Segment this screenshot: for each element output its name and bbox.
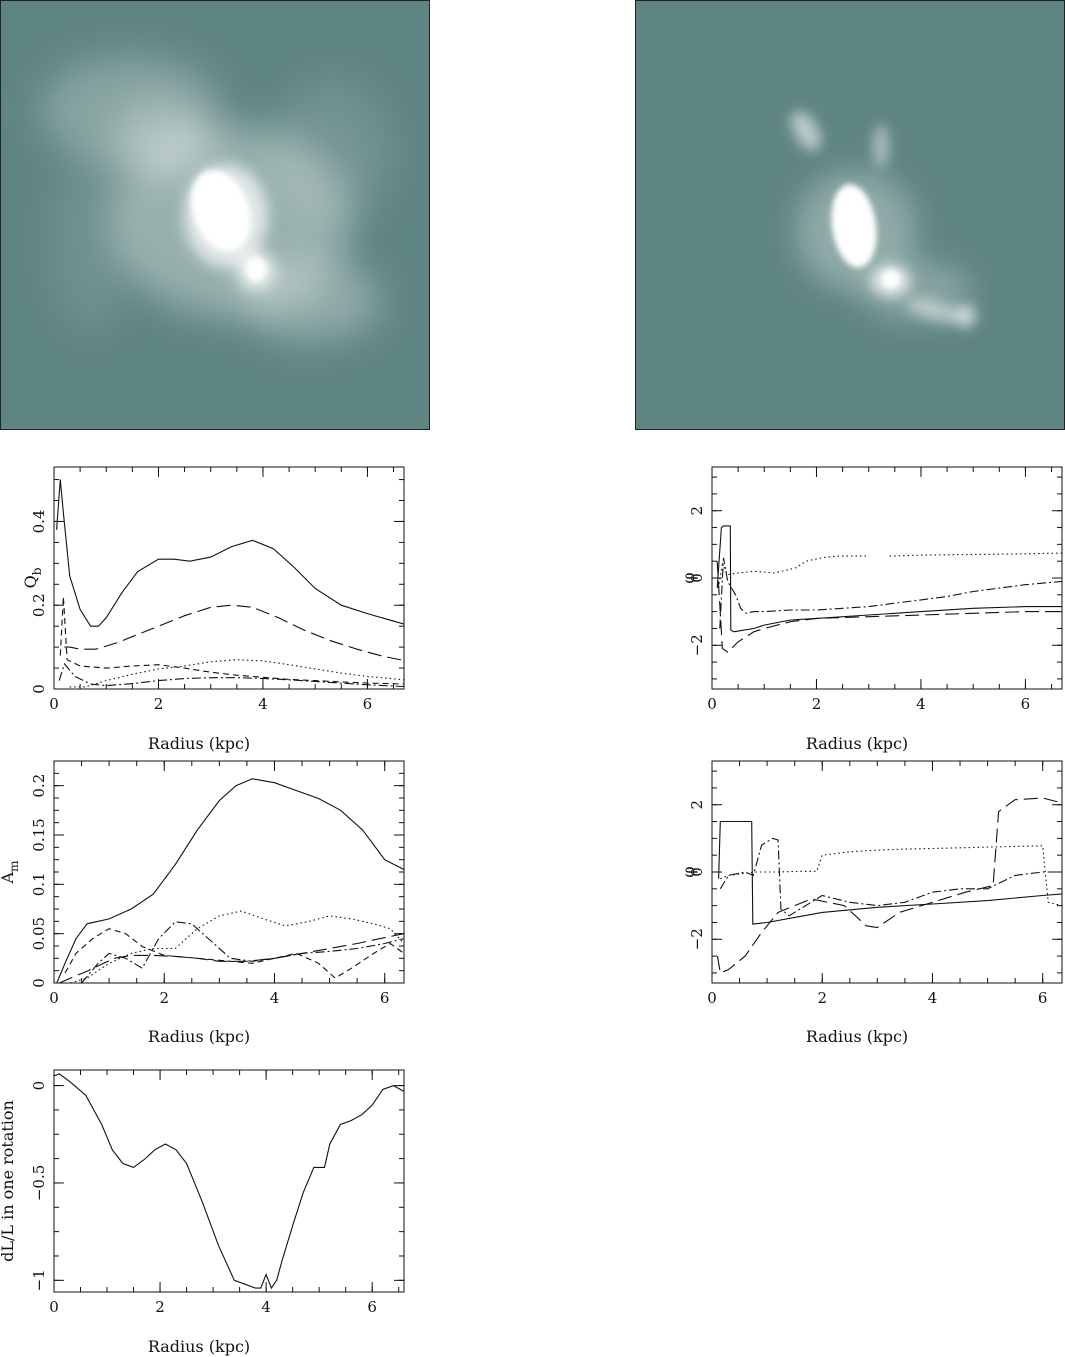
y-tick-label: 0.2 — [30, 593, 48, 617]
x-tick-label: 4 — [928, 989, 938, 1007]
series-dotted-2 — [69, 659, 404, 688]
series-long-dash-1 — [59, 933, 404, 983]
series-short-dash-3 — [59, 596, 404, 685]
x-axis-label: Radius (kpc) — [148, 1337, 250, 1356]
y-tick-label: 0.05 — [30, 917, 48, 950]
y-axis-label: Am — [0, 860, 21, 885]
x-tick-label: 6 — [380, 989, 390, 1007]
x-tick-label: 4 — [261, 1298, 271, 1316]
chart-qb: 0 2 4 6 0 0.2 0.4 Radius (kpc) Qb — [21, 466, 405, 753]
y-tick-label: 0 — [30, 684, 48, 694]
x-tick-label: 6 — [363, 695, 373, 713]
y-tick-label: 2 — [688, 800, 706, 810]
chart-phase-bottom: 0 2 4 6 −2 0 2 Radius (kpc) φ — [679, 760, 1063, 1046]
plot-frame — [711, 466, 1063, 690]
y-tick-label: 0 — [30, 1081, 48, 1091]
y-axis-label: dL/L in one rotation — [0, 1100, 17, 1262]
x-tick-label: 2 — [159, 989, 169, 1007]
x-tick-label: 0 — [49, 989, 59, 1007]
series-dotted-3 — [889, 552, 1062, 557]
x-axis-label: Radius (kpc) — [148, 734, 250, 753]
x-tick-label: 2 — [155, 1298, 165, 1316]
plot-frame — [53, 1069, 405, 1293]
x-tick-label: 4 — [270, 989, 280, 1007]
series-dotted-2 — [70, 910, 404, 983]
y-axis-label: Qb — [21, 567, 44, 588]
x-tick-label: 0 — [707, 989, 717, 1007]
series-long-dash-1 — [64, 604, 404, 662]
plot-frame — [53, 466, 405, 690]
galaxy-right-svg — [636, 1, 1064, 429]
x-tick-label: 6 — [1038, 989, 1048, 1007]
series-solid-0 — [718, 820, 1062, 925]
y-tick-label: 0 — [30, 978, 48, 988]
series-dash-dot-4 — [58, 662, 404, 688]
x-axis-label: Radius (kpc) — [806, 1027, 908, 1046]
series-dash-dot-3 — [719, 837, 1062, 917]
series-dash-dot-4 — [719, 557, 1062, 629]
galaxy-right-nucleus — [831, 184, 900, 288]
y-tick-label: −1 — [30, 1269, 48, 1291]
x-tick-label: 2 — [817, 989, 827, 1007]
y-tick-label: −0.5 — [30, 1165, 48, 1201]
galaxy-image-left — [0, 0, 430, 430]
series-dotted-2 — [717, 555, 869, 589]
galaxy-left-nucleus — [191, 170, 266, 281]
galaxy-left-svg — [1, 1, 429, 429]
galaxy-left-halo — [41, 56, 391, 341]
series-dash-dot-4 — [81, 921, 404, 983]
x-tick-label: 0 — [49, 1298, 59, 1316]
y-axis-label: φ — [679, 572, 698, 583]
x-tick-label: 0 — [707, 695, 717, 713]
plot-frame — [53, 760, 405, 984]
x-tick-label: 6 — [1021, 695, 1031, 713]
y-tick-label: 0.2 — [30, 774, 48, 798]
series-solid-0 — [56, 778, 404, 983]
x-axis-label: Radius (kpc) — [806, 734, 908, 753]
series-solid-0 — [54, 1073, 404, 1290]
y-tick-label: 2 — [688, 506, 706, 516]
series-short-dash-3 — [64, 928, 404, 979]
y-tick-label: 0.15 — [30, 818, 48, 851]
series-solid-0 — [716, 525, 1062, 633]
galaxy-image-right — [635, 0, 1065, 430]
x-tick-label: 4 — [916, 695, 926, 713]
series-long-dash-1 — [716, 797, 1062, 974]
y-tick-label: 0 — [688, 573, 706, 583]
x-axis-label: Radius (kpc) — [148, 1027, 250, 1046]
y-tick-label: −2 — [688, 928, 706, 950]
x-tick-label: 2 — [812, 695, 822, 713]
y-tick-label: 0 — [688, 867, 706, 877]
x-tick-label: 0 — [49, 695, 59, 713]
x-tick-label: 2 — [154, 695, 164, 713]
series-long-dash-1 — [716, 561, 1062, 653]
y-tick-label: −2 — [688, 634, 706, 656]
chart-am: 0 2 4 6 0 0.05 0.1 0.15 0.2 Radius (kpc) Am — [0, 760, 405, 1046]
series-dotted-2 — [720, 845, 1062, 907]
chart-dl: 0 2 4 6 −1 −0.5 0 Radius (kpc) dL/L in one rotat… — [0, 1069, 405, 1356]
chart-phase-top: 0 2 4 6 −2 0 2 Radius (kpc) φ — [679, 466, 1063, 753]
y-axis-label: φ — [679, 866, 698, 877]
series-solid-0 — [56, 479, 404, 627]
y-tick-label: 0.1 — [30, 872, 48, 896]
x-tick-label: 6 — [367, 1298, 377, 1316]
x-tick-label: 4 — [258, 695, 268, 713]
y-tick-label: 0.4 — [30, 510, 48, 534]
